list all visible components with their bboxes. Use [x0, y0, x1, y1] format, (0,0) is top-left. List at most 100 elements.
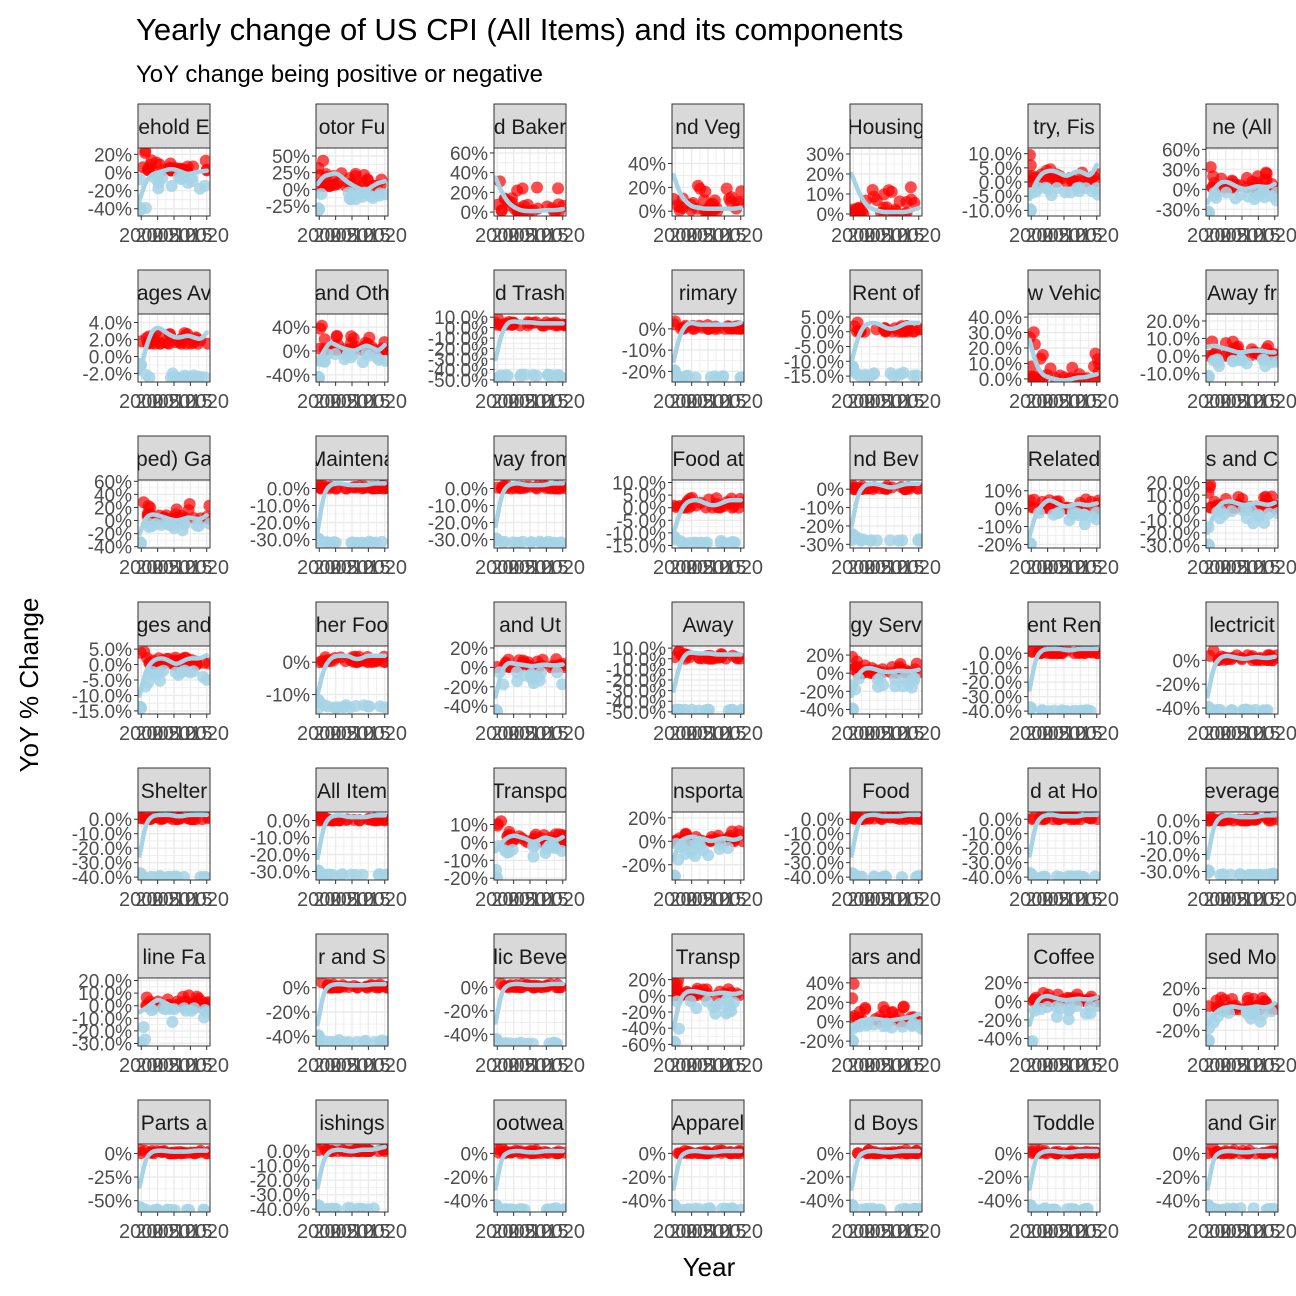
y-tick-label: 10.0% — [1146, 329, 1200, 350]
facet-strip — [315, 933, 389, 979]
data-point-negative — [526, 1037, 539, 1046]
facet-strip — [137, 103, 211, 149]
facet-strip-label: rimary — [679, 282, 738, 305]
facet-panel: All Item 0.0%-10.0%-20.0%-30.0% 2000200520… — [250, 767, 407, 911]
x-tick-label: 2015 — [168, 889, 213, 911]
data-point-positive — [199, 154, 210, 167]
panel-plot-area — [1206, 148, 1278, 216]
data-point-negative — [138, 1201, 147, 1212]
data-point-negative — [1066, 506, 1079, 519]
x-tick-label: 2015 — [1236, 225, 1281, 247]
facet-panel: ges and5.0%0.0%-5.0%-10.0%-15.0%20002005… — [72, 601, 229, 745]
y-tick-label: 0% — [995, 500, 1023, 521]
facet-strip — [849, 601, 923, 647]
data-point-negative — [868, 1018, 881, 1031]
smooth-trend-line — [850, 665, 921, 699]
data-point-negative — [867, 870, 880, 880]
smooth-trend-line — [672, 320, 743, 364]
panel-plot-area — [316, 1144, 388, 1212]
x-tick-label: 2000 — [475, 225, 520, 247]
y-tick-label: 5.0% — [801, 308, 844, 329]
x-tick-label: 2015 — [880, 889, 925, 911]
facet-panel: Food 0.0%-10.0%-20.0%-30.0%-40.0%20002005… — [784, 767, 941, 911]
data-point-negative — [369, 536, 382, 548]
x-tick-label: 2020 — [1074, 1055, 1119, 1077]
facet-panel: ishings0.0%-10.0%-20.0%-30.0%-40.0%20002… — [250, 1099, 407, 1243]
data-point-negative — [1077, 1203, 1090, 1212]
panel-plot-area — [850, 480, 922, 548]
y-tick-label: 50% — [272, 147, 310, 168]
data-point-negative — [190, 519, 203, 532]
y-tick-label: -20.0% — [1140, 524, 1200, 545]
x-tick-label: 2020 — [1074, 889, 1119, 911]
data-point-positive — [138, 646, 151, 658]
facet-strip-label: lic Beve — [493, 946, 567, 969]
x-tick-label: 2015 — [1058, 1055, 1103, 1077]
y-tick-label: 40% — [272, 318, 310, 339]
y-tick-label: 0% — [995, 992, 1023, 1013]
panel-plot-area — [672, 646, 744, 714]
y-tick-label: 0.0% — [979, 370, 1022, 391]
x-tick-label: 2015 — [880, 723, 925, 745]
x-tick-label: 2010 — [508, 225, 553, 247]
data-point-positive — [1241, 995, 1254, 1008]
x-tick-label: 2015 — [346, 225, 391, 247]
data-point-positive — [850, 650, 859, 663]
y-tick-label: 60% — [94, 472, 132, 493]
panel-plot-area — [1206, 314, 1278, 382]
data-point-positive — [1036, 349, 1049, 362]
data-point-positive — [1044, 362, 1057, 375]
panel-plot-area — [1206, 646, 1278, 714]
facet-strip — [671, 269, 745, 315]
x-tick-label: 2015 — [1058, 889, 1103, 911]
y-tick-label: 0% — [1173, 1144, 1201, 1165]
data-point-negative — [510, 1037, 523, 1046]
x-tick-label: 2020 — [184, 557, 229, 579]
data-point-positive — [531, 181, 544, 194]
x-tick-label: 2020 — [896, 723, 941, 745]
x-tick-label: 2020 — [718, 1055, 763, 1077]
data-point-negative — [316, 188, 328, 201]
y-tick-label: -40% — [622, 1191, 666, 1212]
data-point-positive — [850, 978, 860, 990]
x-tick-label: 2010 — [1220, 557, 1265, 579]
facet-strip-label: and Ut — [499, 614, 561, 637]
data-point-negative — [500, 1037, 513, 1046]
data-point-positive — [1028, 148, 1036, 161]
x-tick-label: 2000 — [119, 557, 164, 579]
y-tick-label: -30.0% — [250, 531, 310, 552]
facet-strip-label: Transp — [676, 946, 741, 969]
y-tick-label: 0% — [461, 978, 489, 999]
y-tick-label: -40.0% — [784, 868, 844, 889]
x-tick-label: 2010 — [152, 391, 197, 413]
data-point-negative — [887, 370, 900, 382]
smooth-trend-line — [138, 512, 209, 536]
data-point-negative — [877, 1020, 890, 1033]
data-point-negative — [184, 666, 197, 679]
smooth-trend-line — [672, 988, 743, 1031]
x-tick-label: 2010 — [1220, 225, 1265, 247]
facet-strip-label: d Baker — [494, 116, 566, 139]
facet-panel: d Trash 10.0%0.0%-10.0%-20.0%-30.0%-40.0%… — [428, 269, 585, 413]
data-point-negative — [338, 353, 351, 366]
x-tick-label: 2020 — [362, 723, 407, 745]
x-tick-label: 2020 — [184, 225, 229, 247]
smooth-trend-line — [316, 340, 387, 366]
data-point-negative — [1206, 538, 1215, 548]
y-tick-label: 20% — [94, 145, 132, 166]
facet-panel: Food at 10.0%5.0%0.0%-5.0%-10.0%-15.0%200… — [606, 435, 763, 579]
y-tick-label: 0.0% — [267, 812, 310, 833]
facet-strip-label: All Item — [317, 780, 387, 803]
data-point-negative — [550, 1037, 563, 1046]
x-tick-label: 2010 — [686, 889, 731, 911]
x-tick-label: 2015 — [880, 391, 925, 413]
x-tick-label: 2005 — [313, 1221, 358, 1243]
data-point-negative — [338, 1036, 351, 1046]
data-point-positive — [368, 655, 381, 668]
x-tick-label: 2010 — [686, 557, 731, 579]
y-tick-label: 25% — [272, 164, 310, 185]
y-tick-label: 20% — [94, 498, 132, 519]
